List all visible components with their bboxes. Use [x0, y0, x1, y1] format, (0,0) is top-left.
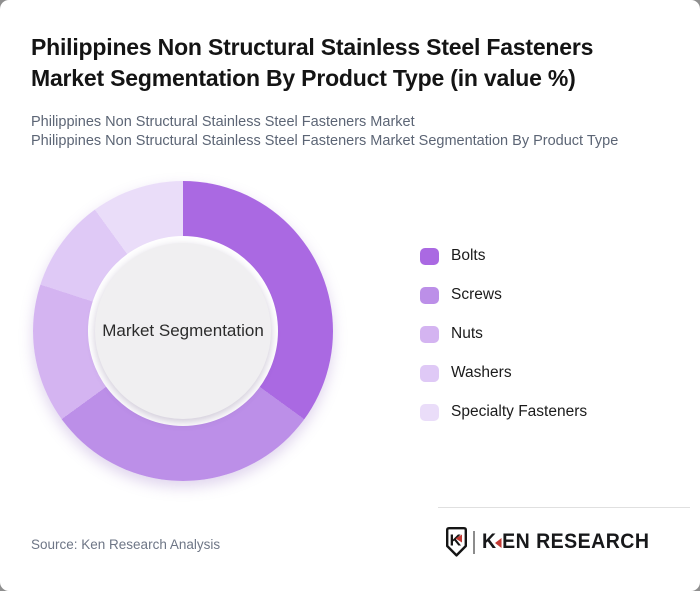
legend-item-screws[interactable]: Screws	[420, 286, 587, 304]
legend-item-specialty-fasteners[interactable]: Specialty Fasteners	[420, 403, 587, 421]
donut-hole: Market Segmentation	[88, 236, 278, 426]
legend-item-bolts[interactable]: Bolts	[420, 247, 587, 265]
chart-title: Philippines Non Structural Stainless Ste…	[31, 32, 681, 94]
donut-chart[interactable]: Market Segmentation	[33, 181, 333, 481]
legend-item-nuts[interactable]: Nuts	[420, 325, 587, 343]
ken-research-wordmark: K EN RESEARCH	[482, 530, 649, 554]
wordmark-k: K	[482, 530, 497, 553]
legend-label: Washers	[451, 364, 512, 381]
logo-divider-bar	[473, 530, 475, 554]
chart-title-line1: Philippines Non Structural Stainless Ste…	[31, 34, 594, 60]
wordmark-rest: EN RESEARCH	[502, 530, 650, 553]
legend-label: Screws	[451, 286, 502, 303]
donut-center-label: Market Segmentation	[102, 321, 264, 340]
legend-label: Bolts	[451, 247, 486, 264]
legend-label: Specialty Fasteners	[451, 403, 588, 420]
chart-legend: Bolts Screws Nuts Washers Specialty Fastener…	[420, 247, 587, 421]
donut-center: Market Segmentation	[95, 243, 271, 419]
wordmark-red-triangle-icon	[494, 538, 502, 548]
chart-subtitle-2: Philippines Non Structural Stainless Ste…	[31, 133, 619, 149]
ken-research-shield-icon: K	[446, 527, 467, 557]
chart-title-line2: Market Segmentation By Product Type (in …	[31, 65, 576, 91]
legend-swatch	[420, 403, 439, 421]
ken-research-logo: K K EN RESEARCH	[446, 527, 662, 557]
chart-subtitle-1: Philippines Non Structural Stainless Ste…	[31, 114, 415, 130]
legend-item-washers[interactable]: Washers	[420, 364, 587, 382]
chart-subtitles: Philippines Non Structural Stainless Ste…	[31, 113, 691, 151]
legend-swatch	[420, 325, 439, 343]
source-text: Source: Ken Research Analysis	[31, 537, 221, 552]
legend-swatch	[420, 247, 439, 265]
legend-label: Nuts	[451, 325, 483, 342]
legend-swatch	[420, 364, 439, 382]
legend-swatch	[420, 286, 439, 304]
footer-divider	[438, 507, 690, 508]
